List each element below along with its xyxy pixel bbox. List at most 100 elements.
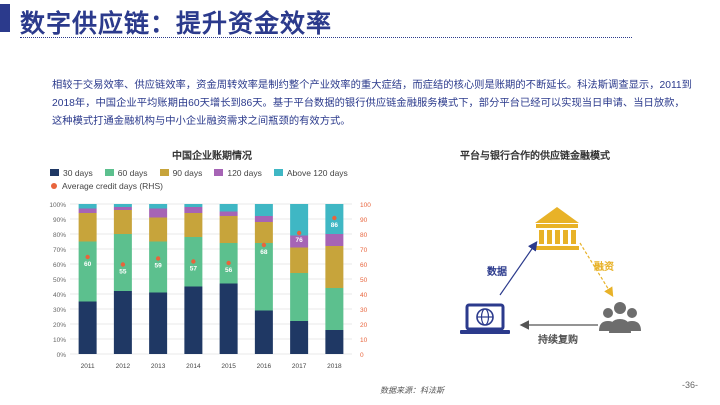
bar-segment [254, 216, 273, 222]
financing-arrow [579, 242, 614, 298]
bar-segment [254, 204, 273, 216]
x-tick-label: 2014 [186, 363, 201, 370]
bank-icon [535, 207, 579, 250]
avg-days-point [296, 230, 302, 236]
bar-segment [325, 246, 344, 288]
legend-item: 30 days [50, 168, 93, 178]
x-tick-label: 2016 [257, 363, 272, 370]
diagram-title: 平台与银行合作的供应链金融模式 [460, 151, 610, 162]
page-number: -36- [682, 380, 699, 390]
bar-segment [254, 222, 273, 243]
legend-label: 60 days [117, 167, 148, 178]
avg-days-label: 86 [331, 222, 339, 229]
bar-segment [113, 291, 132, 354]
laptop-globe-icon [460, 303, 510, 334]
y-left-tick-label: 60% [53, 262, 66, 269]
bar-segment [325, 330, 344, 354]
avg-days-label: 56 [225, 267, 233, 274]
bar-segment [254, 310, 273, 354]
y-left-tick-label: 80% [53, 232, 66, 239]
y-right-tick-label: 60 [360, 262, 368, 269]
y-left-tick-label: 50% [53, 277, 66, 284]
bar-segment [78, 208, 97, 213]
page-title: 数字供应链：提升资金效率 [20, 10, 333, 38]
bar-segment [149, 204, 168, 209]
bar-segment [254, 243, 273, 311]
y-left-tick-label: 90% [53, 217, 66, 224]
label-repurchase: 持续复购 [538, 335, 578, 346]
avg-days-point [120, 262, 126, 267]
avg-days-label: 57 [190, 266, 198, 273]
x-tick-label: 2012 [116, 363, 131, 370]
y-right-tick-label: 10 [360, 337, 368, 344]
legend-swatch [159, 169, 169, 176]
legend-row: Average credit days (RHS) [50, 179, 400, 192]
bar-segment [219, 216, 238, 243]
bar-segment [149, 292, 168, 354]
source-note: 数据来源：科法斯 [380, 386, 444, 395]
label-data: 数据 [487, 267, 507, 278]
y-left-tick-label: 100% [49, 202, 66, 209]
title-rule [20, 37, 632, 38]
legend-swatch [214, 169, 224, 176]
x-tick-label: 2018 [327, 363, 342, 370]
legend-swatch [50, 169, 59, 176]
x-tick-label: 2011 [81, 363, 95, 370]
legend-row: 30 days 60 days 90 days 120 days Above 120 d… [50, 166, 400, 179]
legend-item: 90 days [159, 167, 203, 178]
legend-label: 120 days [227, 167, 262, 178]
avg-days-point [155, 256, 161, 261]
legend-label: Average credit days (RHS) [62, 180, 163, 191]
bar-segment [149, 217, 168, 242]
bar-segment [113, 204, 132, 207]
legend-swatch [273, 169, 283, 176]
legend-dot [51, 182, 57, 189]
avg-days-point [191, 259, 196, 264]
y-right-tick-label: 70 [360, 247, 368, 254]
bar-segment [325, 234, 344, 246]
y-left-tick-label: 20% [53, 322, 66, 329]
y-left-tick-label: 0% [57, 352, 67, 359]
legend-item: Above 120 days [273, 167, 348, 178]
users-group-icon [599, 302, 641, 333]
bar-segment [290, 273, 309, 321]
bar-segment [219, 283, 238, 354]
avg-days-label: 55 [119, 269, 127, 276]
y-right-tick-label: 40 [360, 292, 368, 299]
y-left-tick-label: 10% [53, 337, 66, 344]
y-left-tick-label: 70% [53, 247, 66, 254]
bar-segment [149, 241, 168, 293]
body-paragraph: 相较于交易效率、供应链效率，资金周转效率是制约整个产业效率的重大症结，而症结的核… [52, 80, 692, 127]
y-right-tick-label: 20 [360, 322, 368, 329]
legend-item: 120 days [214, 168, 262, 178]
x-tick-label: 2017 [292, 363, 307, 370]
bar-segment [325, 288, 344, 330]
stacked-bar-chart: 0% 10% 20% 30% 40% 50% 60% 70% 80% 90% 100% 0 10 20 30… [49, 202, 371, 370]
legend-label: Above 120 days [286, 167, 348, 178]
label-financing: 融资 [594, 262, 614, 273]
legend-item: Average credit days (RHS) [50, 181, 163, 191]
legend-item: 60 days [104, 167, 148, 178]
y-right-tick-label: 30 [360, 307, 368, 314]
bar-segment [290, 247, 309, 273]
y-right-tick-label: 100 [360, 202, 371, 209]
avg-days-point [332, 215, 337, 221]
bar-segment [219, 211, 238, 216]
y-right-tick-label: 80 [360, 232, 368, 239]
avg-days-label: 59 [155, 263, 163, 270]
y-left-tick-label: 40% [53, 292, 66, 299]
y-right-tick-label: 0 [360, 352, 364, 359]
legend-label: 90 days [172, 167, 203, 178]
bar-segment [184, 204, 203, 207]
title-bar: 数字供应链：提升资金效率 [0, 0, 720, 40]
bar-segment [184, 207, 203, 213]
avg-days-point [226, 260, 231, 266]
bar-segment [78, 204, 97, 209]
avg-days-point [85, 254, 90, 260]
bar-segment [149, 208, 168, 218]
bar-segment [184, 213, 203, 237]
avg-days-point [261, 242, 267, 248]
bar-segment [290, 321, 309, 354]
bar-segment [78, 301, 97, 354]
data-arrow [499, 241, 538, 296]
